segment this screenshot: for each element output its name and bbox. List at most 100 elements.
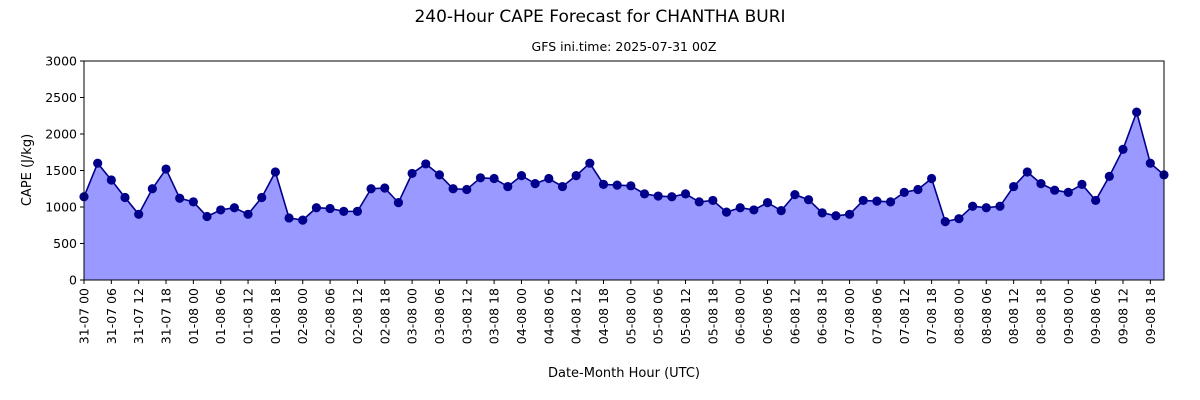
y-tick-label: 500	[53, 236, 77, 251]
cape-area-fill	[84, 112, 1164, 280]
data-point	[161, 164, 171, 174]
data-point	[790, 189, 800, 200]
x-tick-label: 06-08 06	[760, 288, 775, 344]
x-tick-label: 04-08 06	[541, 288, 556, 344]
data-point	[421, 159, 431, 169]
data-point	[243, 209, 253, 219]
x-tick-label: 08-08 18	[1033, 288, 1048, 344]
x-tick-label: 03-08 18	[487, 288, 502, 344]
x-tick-label: 09-08 00	[1061, 288, 1076, 344]
x-tick-label: 01-08 12	[241, 288, 256, 344]
x-tick-label: 05-08 12	[678, 288, 693, 344]
y-tick-label: 1000	[45, 200, 77, 215]
y-axis-label: CAPE (J/kg)	[20, 134, 35, 206]
data-point	[913, 184, 923, 195]
data-point	[380, 183, 390, 193]
data-point	[284, 213, 294, 223]
data-point	[298, 215, 308, 225]
data-point	[1118, 144, 1128, 154]
x-tick-label: 01-08 06	[213, 288, 228, 344]
x-tick-label: 04-08 00	[514, 288, 529, 344]
x-tick-label: 09-08 12	[1115, 288, 1130, 344]
data-point	[175, 193, 185, 203]
chart-subtitle: GFS ini.time: 2025-07-31 00Z	[532, 39, 717, 54]
data-point	[257, 192, 267, 203]
data-point	[93, 158, 103, 168]
data-point	[995, 201, 1005, 211]
data-point	[393, 198, 404, 208]
x-tick-label: 31-07 06	[104, 288, 119, 344]
data-point	[762, 198, 773, 208]
data-point	[270, 167, 280, 177]
x-tick-label: 02-08 00	[295, 288, 310, 344]
data-point	[612, 180, 622, 190]
y-tick-label: 0	[69, 273, 77, 288]
x-tick-label: 08-08 00	[951, 288, 966, 344]
x-tick-label: 03-08 12	[459, 288, 474, 344]
data-point	[1104, 171, 1114, 181]
data-point	[503, 181, 513, 192]
data-point	[352, 206, 363, 216]
data-point	[1050, 185, 1060, 195]
x-tick-label: 31-07 12	[131, 288, 146, 344]
data-point	[311, 203, 322, 213]
data-point	[1063, 187, 1073, 197]
y-tick-label: 2500	[45, 90, 77, 105]
data-point	[216, 205, 226, 215]
data-point	[557, 181, 568, 192]
y-tick-label: 1500	[45, 163, 77, 178]
x-tick-label: 04-08 18	[596, 288, 611, 344]
data-point	[940, 217, 950, 227]
data-point	[639, 189, 650, 199]
data-point	[120, 192, 130, 203]
data-point	[844, 209, 855, 219]
data-point	[1009, 181, 1019, 192]
x-tick-label: 07-08 18	[924, 288, 939, 344]
y-tick-label: 2000	[45, 127, 77, 142]
data-point	[188, 197, 198, 207]
data-point	[229, 203, 239, 213]
data-point	[544, 173, 554, 184]
data-point	[954, 214, 964, 224]
data-point	[366, 184, 376, 194]
data-point	[708, 195, 718, 206]
data-point	[585, 158, 595, 168]
data-point	[448, 184, 458, 194]
data-point	[106, 175, 116, 185]
x-tick-label: 07-08 00	[842, 288, 857, 344]
data-point	[1091, 195, 1101, 206]
data-point	[749, 205, 759, 215]
data-point	[667, 192, 677, 202]
data-point	[598, 179, 609, 189]
data-point	[721, 207, 732, 217]
x-tick-label: 05-08 18	[705, 288, 720, 344]
data-point	[817, 208, 827, 218]
x-tick-label: 01-08 00	[186, 288, 201, 344]
x-tick-label: 02-08 06	[323, 288, 338, 344]
data-point	[1036, 179, 1046, 189]
data-point	[926, 173, 937, 184]
data-point	[325, 203, 335, 214]
data-point	[872, 196, 882, 206]
x-tick-label: 03-08 00	[405, 288, 420, 344]
x-tick-label: 02-08 12	[350, 288, 365, 344]
data-point	[1077, 179, 1087, 189]
data-point	[680, 189, 691, 199]
data-point	[831, 211, 841, 221]
data-point	[530, 179, 540, 189]
x-tick-label: 06-08 18	[815, 288, 830, 344]
data-point	[653, 191, 663, 201]
x-tick-label: 04-08 12	[569, 288, 584, 344]
data-point	[339, 206, 349, 216]
x-tick-label: 09-08 18	[1143, 288, 1158, 344]
x-tick-label: 31-07 00	[77, 288, 92, 344]
data-point	[1145, 158, 1155, 168]
y-tick-label: 3000	[45, 54, 77, 69]
data-point	[735, 203, 745, 213]
x-tick-label: 07-08 12	[897, 288, 912, 344]
data-point	[147, 184, 157, 194]
data-point	[968, 201, 978, 211]
data-point	[202, 211, 212, 222]
x-tick-label: 08-08 12	[1006, 288, 1021, 344]
